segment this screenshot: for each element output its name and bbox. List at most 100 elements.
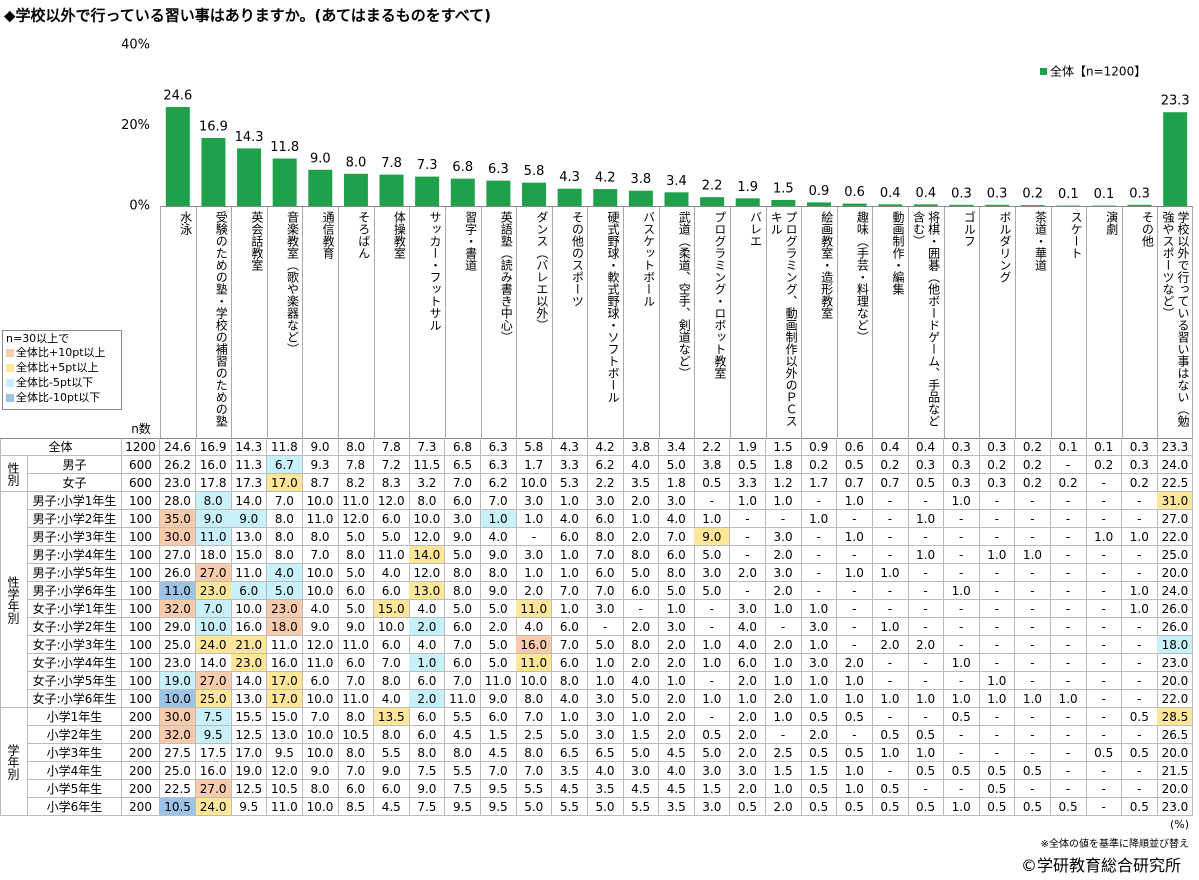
table-cell: 8.0	[266, 510, 303, 528]
table-cell: 3.0	[765, 564, 802, 582]
category-label: サッカー・フットサル	[409, 206, 446, 438]
table-cell: 18.0	[195, 546, 232, 564]
table-cell: 2.0	[409, 690, 446, 708]
category-label: 動画制作・編集	[872, 206, 909, 438]
row-n: 100	[122, 492, 160, 510]
row-label: 女子:小学3年生	[28, 636, 122, 654]
table-cell: -	[1014, 654, 1051, 672]
category-label: 体操教室	[373, 206, 411, 438]
table-cell: 2.0	[658, 726, 695, 744]
table-cell: 2.0	[908, 636, 945, 654]
table-cell: 1.0	[765, 600, 802, 618]
table-cell: 1.9	[729, 438, 767, 456]
table-cell: 9.0	[444, 528, 482, 546]
table-cell: 8.0	[444, 744, 482, 762]
value-label: 0.3	[987, 186, 1008, 201]
table-cell: 6.0	[338, 654, 375, 672]
table-cell: 27.0	[1157, 510, 1194, 528]
table-cell: -	[1014, 780, 1051, 798]
table-cell: 1.0	[765, 708, 802, 726]
table-cell: 6.0	[587, 564, 624, 582]
table-frame	[0, 438, 1193, 816]
table-cell: 0.5	[872, 726, 909, 744]
category-label: 英会話教室	[231, 206, 268, 438]
table-cell: 25.0	[160, 636, 197, 654]
table-cell: 5.0	[658, 582, 695, 600]
table-cell: 0.5	[979, 762, 1016, 780]
value-label: 14.3	[235, 130, 264, 145]
table-cell: 6.0	[444, 654, 482, 672]
table-cell: 3.0	[801, 618, 838, 636]
table-cell: 3.5	[587, 780, 624, 798]
value-label: 4.3	[559, 170, 580, 185]
table-cell: 3.0	[587, 690, 624, 708]
table-cell: 1.0	[872, 744, 909, 762]
bar	[771, 199, 796, 206]
table-cell: -	[1050, 510, 1087, 528]
table-cell: 6.0	[444, 618, 482, 636]
table-cell: 2.0	[729, 780, 767, 798]
table-cell: 7.0	[266, 492, 303, 510]
row-n: 600	[122, 474, 160, 492]
table-cell: 1.0	[943, 654, 980, 672]
table-cell: 1.0	[516, 510, 553, 528]
table-cell: 3.3	[551, 456, 588, 474]
table-cell: 10.0	[195, 618, 232, 636]
table-cell: 0.3	[1121, 456, 1158, 474]
table-cell: 6.0	[373, 780, 410, 798]
table-cell: 2.0	[729, 708, 767, 726]
table-cell: 7.0	[516, 762, 553, 780]
table-cell: 1.0	[872, 618, 909, 636]
table-cell: 27.0	[195, 672, 232, 690]
table-cell: 0.5	[908, 474, 945, 492]
table-cell: -	[979, 564, 1016, 582]
table-cell: 12.0	[266, 762, 303, 780]
row-n: 100	[122, 600, 160, 618]
table-cell: 5.0	[338, 600, 375, 618]
shading-legend-title: n=30以上で	[6, 332, 70, 345]
table-cell: 3.0	[623, 762, 660, 780]
table-cell: 7.0	[551, 582, 588, 600]
table-cell: 1.5	[765, 762, 802, 780]
table-cell: 3.0	[694, 564, 731, 582]
table-cell: 8.0	[195, 492, 232, 510]
group-label: 性学年別	[0, 492, 28, 708]
category-label: プログラミング、動画制作以外のＰＣスキル	[765, 206, 803, 438]
table-cell: 24.0	[195, 798, 232, 816]
table-cell: 1.7	[516, 456, 553, 474]
table-cell: 2.0	[480, 618, 517, 636]
table-cell: -	[872, 528, 909, 546]
table-cell: -	[1121, 564, 1158, 582]
row-label: 小学3年生	[28, 744, 122, 762]
bar	[700, 197, 725, 206]
table-cell: 8.0	[480, 564, 517, 582]
table-cell: -	[1086, 672, 1123, 690]
row-label: 女子:小学5年生	[28, 672, 122, 690]
table-cell: 11.3	[231, 456, 268, 474]
table-cell: 0.5	[836, 744, 873, 762]
table-cell: 11.0	[480, 672, 517, 690]
table-cell: 1.0	[979, 690, 1016, 708]
row-label: 小学6年生	[28, 798, 122, 816]
table-cell: 7.0	[587, 546, 624, 564]
table-cell: 0.2	[979, 456, 1016, 474]
table-cell: 8.0	[373, 672, 410, 690]
table-cell: -	[908, 582, 945, 600]
table-cell: 0.3	[1121, 438, 1158, 456]
table-cell: 1.0	[551, 708, 588, 726]
table-cell: 3.0	[444, 510, 482, 528]
table-cell: 28.0	[160, 492, 197, 510]
table-cell: -	[943, 600, 980, 618]
table-cell: 9.3	[302, 456, 339, 474]
table-cell: 4.2	[587, 438, 624, 456]
bar	[949, 204, 974, 206]
table-cell: -	[729, 528, 767, 546]
table-cell: 15.0	[266, 708, 303, 726]
table-cell: 6.0	[231, 582, 268, 600]
bar	[450, 178, 475, 206]
table-cell: 0.5	[872, 780, 909, 798]
table-cell: 9.0	[373, 762, 410, 780]
table-cell: -	[694, 618, 731, 636]
bar	[913, 204, 938, 206]
table-cell: 17.5	[195, 744, 232, 762]
